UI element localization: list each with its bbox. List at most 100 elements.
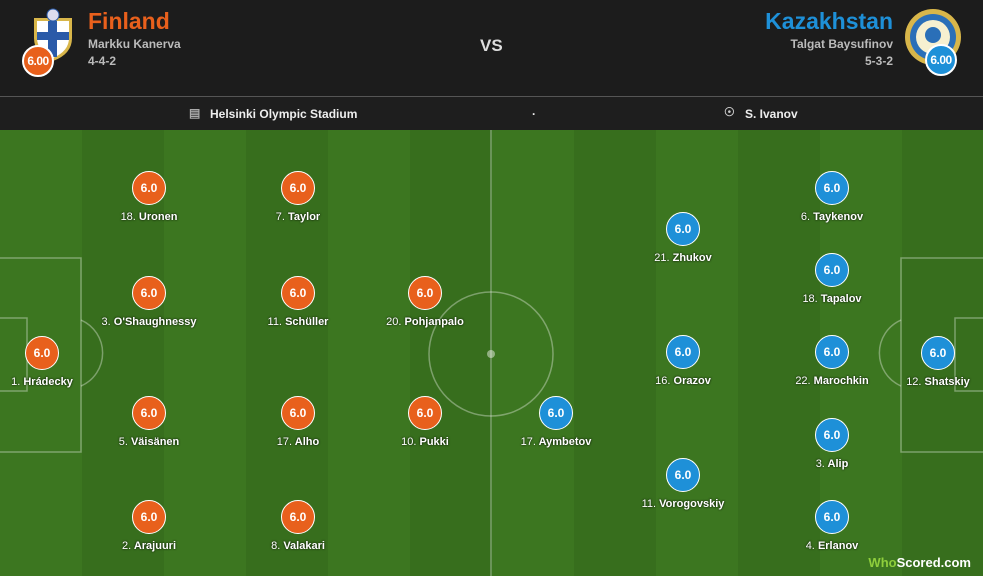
home-team-rating: 6.00 <box>22 45 54 77</box>
player-number: 1. <box>11 376 21 388</box>
player-number: 8. <box>271 540 281 552</box>
player-label: 21. Zhukov <box>613 252 753 264</box>
player-rating: 6.0 <box>132 171 166 205</box>
pitch: 6.0 1. Hrádecky 6.0 18. Uronen 6.0 3. O'Shaug… <box>0 130 983 576</box>
player-number: 16. <box>655 375 671 387</box>
player-rating: 6.0 <box>281 171 315 205</box>
player-away[interactable]: 6.0 4. Erlanov <box>762 500 902 552</box>
player-label: 11. Schüller <box>228 316 368 328</box>
player-rating: 6.0 <box>25 336 59 370</box>
player-away[interactable]: 6.0 16. Orazov <box>613 335 753 387</box>
player-home[interactable]: 6.0 11. Schüller <box>228 276 368 328</box>
player-number: 17. <box>276 436 293 448</box>
player-name: Taykenov <box>813 211 864 223</box>
away-team-name[interactable]: Kazakhstan <box>765 8 893 34</box>
player-name: Orazov <box>673 375 711 387</box>
player-label: 8. Valakari <box>228 540 368 552</box>
player-rating: 6.0 <box>666 458 700 492</box>
player-number: 4. <box>805 540 815 552</box>
player-rating: 6.0 <box>666 212 700 246</box>
player-name: Shatskiy <box>924 376 970 388</box>
player-rating: 6.0 <box>408 276 442 310</box>
player-rating: 6.0 <box>815 418 849 452</box>
home-formation: 4-4-2 <box>88 54 117 68</box>
player-home[interactable]: 6.0 5. Väisänen <box>79 396 219 448</box>
player-away[interactable]: 6.0 11. Vorogovskiy <box>613 458 753 510</box>
player-away[interactable]: 6.0 3. Alip <box>762 418 902 470</box>
player-rating: 6.0 <box>132 500 166 534</box>
match-header: 6.00 Finland Markku Kanerva 4-4-2 VS Kaz… <box>0 0 983 96</box>
player-label: 7. Taylor <box>228 211 368 223</box>
player-number: 21. <box>654 252 670 264</box>
player-name: Tapalov <box>820 293 862 305</box>
player-away[interactable]: 6.0 18. Tapalov <box>762 253 902 305</box>
player-rating: 6.0 <box>281 500 315 534</box>
player-number: 18. <box>802 293 818 305</box>
player-label: 18. Tapalov <box>762 293 902 305</box>
away-manager: Talgat Baysufinov <box>790 37 893 51</box>
player-away[interactable]: 6.0 6. Taykenov <box>762 171 902 223</box>
player-home[interactable]: 6.0 2. Arajuuri <box>79 500 219 552</box>
player-name: O'Shaughnessy <box>113 316 197 328</box>
player-number: 17. <box>520 436 536 448</box>
player-label: 6. Taykenov <box>762 211 902 223</box>
player-name: Zhukov <box>672 252 712 264</box>
player-name: Väisänen <box>130 436 180 448</box>
vs-label: VS <box>480 36 503 55</box>
player-label: 4. Erlanov <box>762 540 902 552</box>
player-rating: 6.0 <box>132 276 166 310</box>
player-label: 18. Uronen <box>79 211 219 223</box>
player-home[interactable]: 6.0 8. Valakari <box>228 500 368 552</box>
away-team-rating: 6.00 <box>925 44 957 76</box>
player-label: 20. Pohjanpalo <box>355 316 495 328</box>
player-rating: 6.0 <box>539 396 573 430</box>
away-formation: 5-3-2 <box>864 54 893 68</box>
player-number: 7. <box>275 211 285 223</box>
referee: S. Ivanov <box>745 107 798 121</box>
player-name: Erlanov <box>817 540 859 552</box>
player-number: 3. <box>815 458 825 470</box>
player-rating: 6.0 <box>815 335 849 369</box>
player-away[interactable]: 6.0 17. Aymbetov <box>486 396 626 448</box>
player-name: Alho <box>294 436 320 448</box>
home-manager: Markku Kanerva <box>88 37 181 51</box>
player-number: 6. <box>800 211 811 223</box>
player-number: 2. <box>121 540 132 552</box>
player-name: Hrádecky <box>23 376 73 388</box>
player-name: Pukki <box>419 436 449 448</box>
player-rating: 6.0 <box>666 335 700 369</box>
player-rating: 6.0 <box>281 276 315 310</box>
player-number: 5. <box>118 436 128 448</box>
player-label: 17. Alho <box>228 436 368 448</box>
player-label: 11. Vorogovskiy <box>613 498 753 510</box>
player-rating: 6.0 <box>921 336 955 370</box>
match-info-bar: ▤ Helsinki Olympic Stadium · ☉ S. Ivanov <box>0 96 983 130</box>
player-away[interactable]: 6.0 12. Shatskiy <box>868 336 983 388</box>
player-label: 10. Pukki <box>355 436 495 448</box>
player-name: Arajuuri <box>133 540 177 552</box>
player-label: 22. Marochkin <box>762 375 902 387</box>
pitch-markings <box>0 130 983 576</box>
player-home[interactable]: 6.0 3. O'Shaughnessy <box>79 276 219 328</box>
player-name: Vorogovskiy <box>659 498 725 510</box>
player-label: 17. Aymbetov <box>486 436 626 448</box>
player-rating: 6.0 <box>815 253 849 287</box>
player-label: 3. O'Shaughnessy <box>79 316 219 328</box>
player-home[interactable]: 6.0 1. Hrádecky <box>0 336 112 388</box>
player-home[interactable]: 6.0 10. Pukki <box>355 396 495 448</box>
player-label: 12. Shatskiy <box>868 376 983 388</box>
player-number: 18. <box>120 211 136 223</box>
player-label: 16. Orazov <box>613 375 753 387</box>
player-home[interactable]: 6.0 7. Taylor <box>228 171 368 223</box>
player-label: 3. Alip <box>762 458 902 470</box>
player-rating: 6.0 <box>815 171 849 205</box>
home-team-name[interactable]: Finland <box>88 8 170 34</box>
player-away[interactable]: 6.0 21. Zhukov <box>613 212 753 264</box>
player-label: 2. Arajuuri <box>79 540 219 552</box>
player-away[interactable]: 6.0 22. Marochkin <box>762 335 902 387</box>
player-label: 1. Hrádecky <box>0 376 112 388</box>
player-home[interactable]: 6.0 18. Uronen <box>79 171 219 223</box>
player-home[interactable]: 6.0 17. Alho <box>228 396 368 448</box>
player-number: 20. <box>386 316 402 328</box>
player-home[interactable]: 6.0 20. Pohjanpalo <box>355 276 495 328</box>
